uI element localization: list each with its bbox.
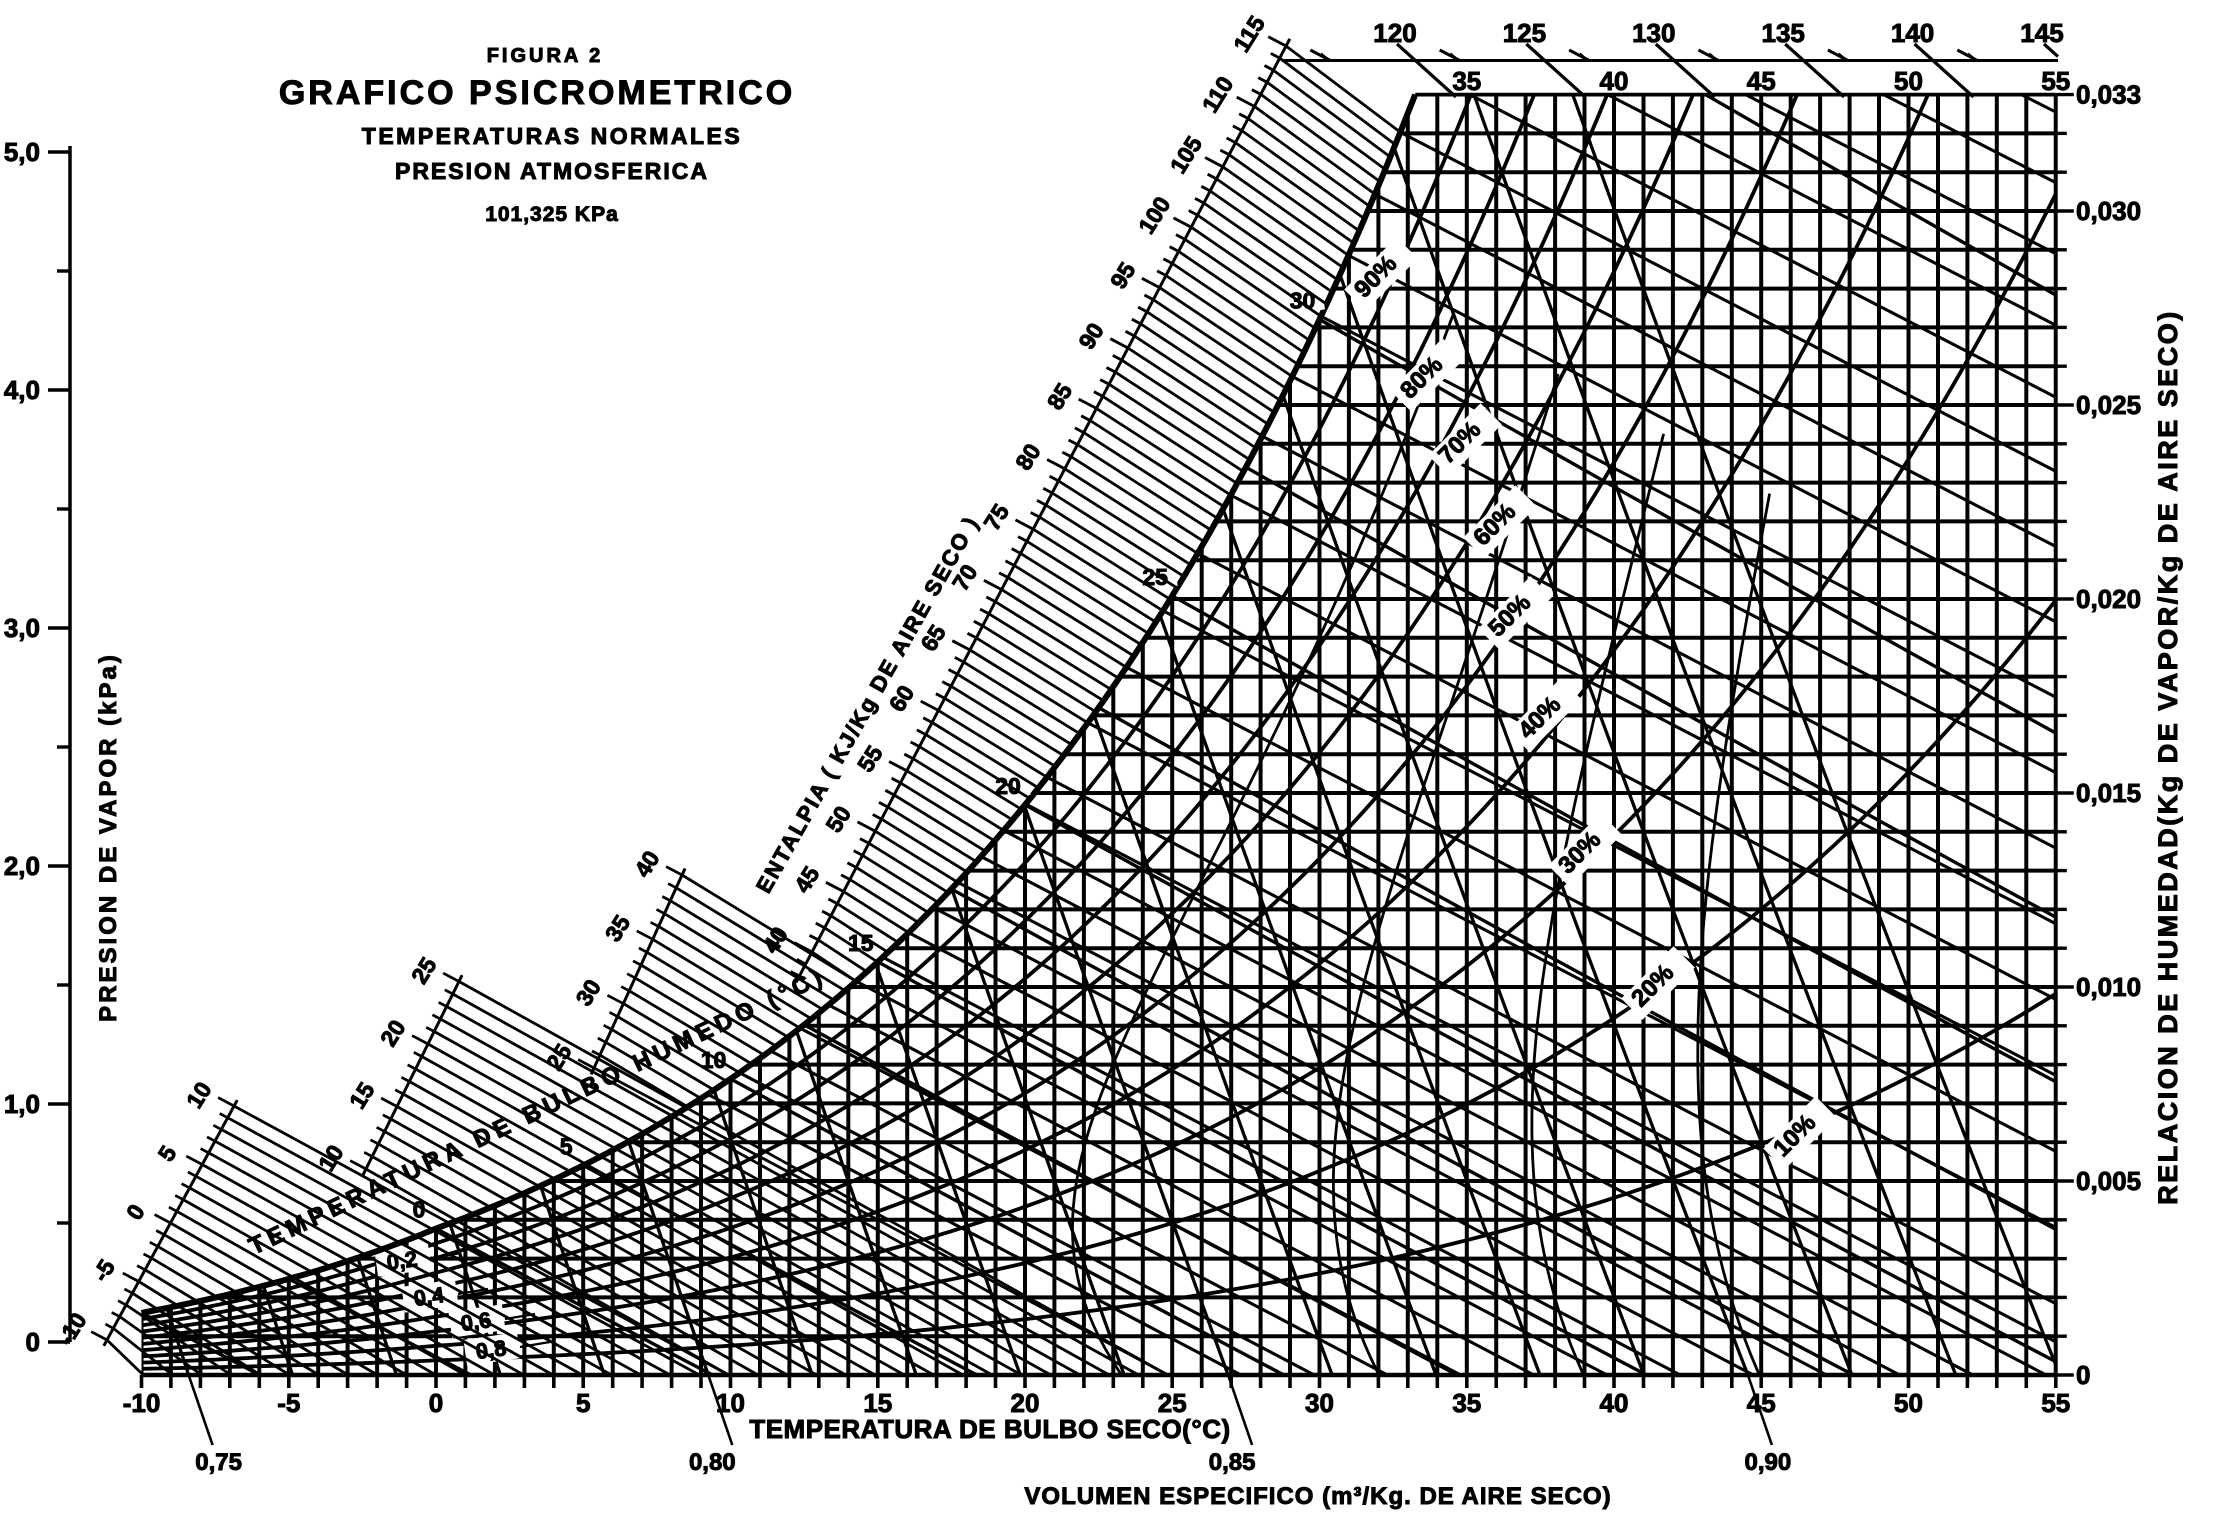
- svg-text:55: 55: [2041, 1388, 2070, 1418]
- svg-text:101,325 KPa: 101,325 KPa: [485, 203, 619, 226]
- svg-text:5: 5: [576, 1388, 590, 1418]
- svg-text:0,005: 0,005: [2076, 1166, 2141, 1196]
- svg-text:TEMPERATURA DE BULBO SECO(°C): TEMPERATURA DE BULBO SECO(°C): [749, 1414, 1230, 1444]
- svg-text:40: 40: [1600, 1388, 1629, 1418]
- svg-text:120: 120: [1373, 18, 1416, 48]
- svg-text:0: 0: [429, 1388, 443, 1418]
- svg-text:0: 0: [2076, 1360, 2090, 1390]
- svg-text:RELACION DE HUMEDAD(Kg DE VAPO: RELACION DE HUMEDAD(Kg DE VAPOR/Kg DE AI…: [2153, 309, 2183, 1205]
- svg-text:145: 145: [2020, 18, 2063, 48]
- svg-text:0,025: 0,025: [2076, 390, 2141, 420]
- svg-text:0,010: 0,010: [2076, 972, 2141, 1002]
- svg-text:PRESION DE VAPOR (kPa): PRESION DE VAPOR (kPa): [95, 652, 122, 1022]
- svg-text:-5: -5: [277, 1388, 300, 1418]
- svg-text:0,015: 0,015: [2076, 778, 2141, 808]
- svg-text:3,0: 3,0: [4, 613, 40, 643]
- svg-text:0,030: 0,030: [2076, 196, 2141, 226]
- svg-text:140: 140: [1891, 18, 1934, 48]
- svg-text:50: 50: [1894, 66, 1923, 96]
- svg-text:0: 0: [413, 1197, 426, 1223]
- svg-text:GRAFICO PSICROMETRICO: GRAFICO PSICROMETRICO: [279, 74, 795, 112]
- svg-text:TEMPERATURAS NORMALES: TEMPERATURAS NORMALES: [362, 123, 742, 149]
- svg-text:0,020: 0,020: [2076, 584, 2141, 614]
- svg-text:0,033: 0,033: [2076, 80, 2141, 110]
- svg-text:15: 15: [863, 1388, 892, 1418]
- svg-text:0,90: 0,90: [1745, 1449, 1792, 1476]
- svg-text:125: 125: [1503, 18, 1546, 48]
- svg-text:35: 35: [1452, 1388, 1481, 1418]
- svg-text:30: 30: [1305, 1388, 1334, 1418]
- svg-text:20: 20: [1011, 1388, 1040, 1418]
- svg-text:2,0: 2,0: [4, 851, 40, 881]
- svg-text:PRESION ATMOSFERICA: PRESION ATMOSFERICA: [395, 158, 709, 184]
- svg-text:-10: -10: [123, 1388, 161, 1418]
- svg-text:40: 40: [1600, 66, 1629, 96]
- svg-text:0: 0: [26, 1327, 40, 1357]
- svg-text:55: 55: [2041, 66, 2070, 96]
- svg-text:0,85: 0,85: [1209, 1449, 1256, 1476]
- svg-text:VOLUMEN ESPECIFICO (m³/Kg. DE: VOLUMEN ESPECIFICO (m³/Kg. DE AIRE SECO): [1024, 1483, 1611, 1510]
- svg-text:0,75: 0,75: [195, 1449, 242, 1476]
- svg-text:35: 35: [1452, 66, 1481, 96]
- svg-text:50: 50: [1894, 1388, 1923, 1418]
- svg-text:130: 130: [1632, 18, 1675, 48]
- svg-text:0,80: 0,80: [689, 1449, 736, 1476]
- svg-text:45: 45: [1747, 66, 1776, 96]
- svg-text:25: 25: [1158, 1388, 1187, 1418]
- svg-text:135: 135: [1762, 18, 1805, 48]
- svg-text:4,0: 4,0: [4, 375, 40, 405]
- svg-text:1,0: 1,0: [4, 1089, 40, 1119]
- svg-text:5,0: 5,0: [4, 137, 40, 167]
- svg-text:FIGURA 2: FIGURA 2: [487, 45, 604, 67]
